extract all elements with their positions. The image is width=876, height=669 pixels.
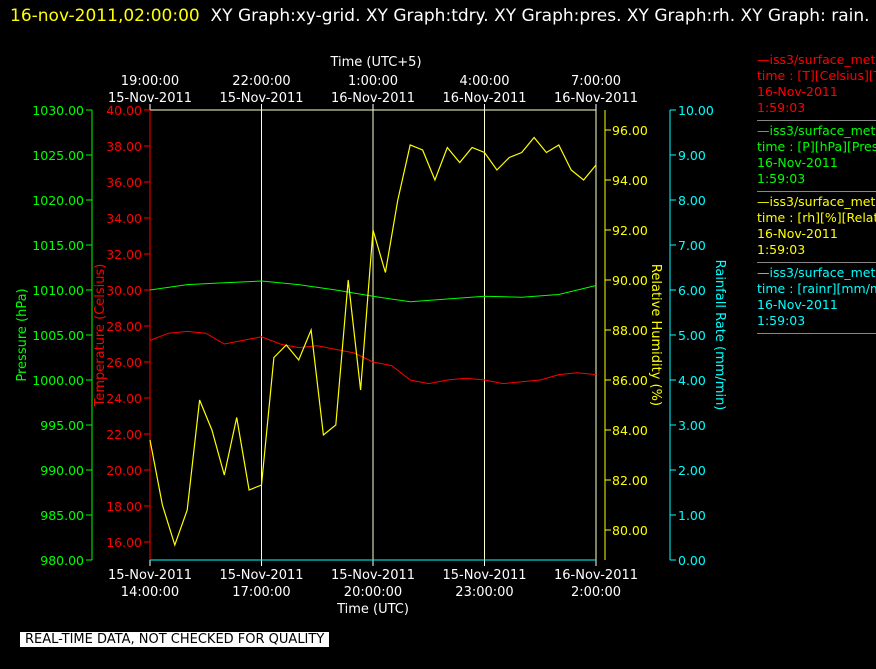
tdry-axis-tick-label: 22.00 <box>106 427 142 442</box>
x-tick-label-time: 23:00:00 <box>455 585 513 600</box>
x-axis-label: Time (UTC) <box>336 602 409 617</box>
legend-text: 1:59:03 <box>757 313 806 328</box>
tdry-axis-tick-label: 30.00 <box>106 283 142 298</box>
legend-text: —iss3/surface_met <box>757 123 876 138</box>
pres-axis-tick-label: 1005.00 <box>32 328 84 343</box>
tdry-axis-tick-label: 20.00 <box>106 463 142 478</box>
tdry-axis-tick-label: 24.00 <box>106 391 142 406</box>
tdry-axis-title: Temperature (Celsius) <box>93 264 108 408</box>
pres-axis-tick-label: 1010.00 <box>32 283 84 298</box>
rh-axis-tick-label: 92.00 <box>612 223 648 238</box>
x-tick-label-date: 15-Nov-2011 <box>331 568 415 583</box>
rh-axis-tick-label: 94.00 <box>612 173 648 188</box>
tdry-axis-tick-label: 38.00 <box>106 139 142 154</box>
legend-text: —iss3/surface_met <box>757 52 876 67</box>
tdry-axis-tick-label: 18.00 <box>106 499 142 514</box>
rh-axis-tick-label: 80.00 <box>612 523 648 538</box>
pres-axis-tick-label: 985.00 <box>40 508 84 523</box>
rh-axis-title: Relative Humidity (%) <box>648 264 663 406</box>
x-tick-label-time: 20:00:00 <box>344 585 402 600</box>
x-tick-label-time: 17:00:00 <box>232 585 290 600</box>
tdry-axis-tick-label: 28.00 <box>106 319 142 334</box>
x-top-tick-label-time: 7:00:00 <box>571 74 621 89</box>
rain-axis-tick-label: 8.00 <box>678 193 706 208</box>
rh-axis-tick-label: 86.00 <box>612 373 648 388</box>
rain-axis-title: Rainfall Rate (mm/min) <box>712 260 727 411</box>
rain-axis-tick-label: 1.00 <box>678 508 706 523</box>
pres-axis-tick-label: 980.00 <box>40 553 84 568</box>
x-tick-label-date: 15-Nov-2011 <box>442 568 526 583</box>
header: 16-nov-2011,02:00:00 XY Graph:xy-grid. X… <box>10 2 870 30</box>
tdry-axis-tick-label: 16.00 <box>106 535 142 550</box>
legend-text: 1:59:03 <box>757 100 806 115</box>
rh-axis-tick-label: 96.00 <box>612 123 648 138</box>
pres-axis-tick-label: 1025.00 <box>32 148 84 163</box>
rain-axis-tick-label: 9.00 <box>678 148 706 163</box>
tdry-axis-tick-label: 32.00 <box>106 247 142 262</box>
x-tick-label-time: 2:00:00 <box>571 585 621 600</box>
rh-axis-tick-label: 84.00 <box>612 423 648 438</box>
x-tick-label-time: 14:00:00 <box>121 585 179 600</box>
x-tick-label-date: 15-Nov-2011 <box>108 568 192 583</box>
pres-axis-tick-label: 1015.00 <box>32 238 84 253</box>
x-top-tick-label-date: 16-Nov-2011 <box>554 91 638 106</box>
tdry-axis-tick-label: 40.00 <box>106 103 142 118</box>
series-line-pres <box>149 280 597 303</box>
tdry-axis-tick-label: 36.00 <box>106 175 142 190</box>
legend-text: time : [rainr][mm/min] <box>757 281 876 296</box>
legend-text: 16-Nov-2011 <box>757 226 838 241</box>
rain-axis-tick-label: 0.00 <box>678 553 706 568</box>
legend-text: 16-Nov-2011 <box>757 155 838 170</box>
legend-text: 1:59:03 <box>757 242 806 257</box>
header-titles: XY Graph:xy-grid. XY Graph:tdry. XY Grap… <box>210 6 870 26</box>
pres-axis-tick-label: 1000.00 <box>32 373 84 388</box>
rain-axis-tick-label: 6.00 <box>678 283 706 298</box>
x-top-axis-label: Time (UTC+5) <box>329 55 421 70</box>
pres-axis-title: Pressure (hPa) <box>15 288 30 381</box>
x-top-tick-label-date: 15-Nov-2011 <box>219 91 303 106</box>
rh-axis-tick-label: 90.00 <box>612 273 648 288</box>
x-top-tick-label-time: 4:00:00 <box>459 74 509 89</box>
pres-axis-tick-label: 990.00 <box>40 463 84 478</box>
rain-axis-tick-label: 4.00 <box>678 373 706 388</box>
quality-note: REAL-TIME DATA, NOT CHECKED FOR QUALITY <box>20 632 330 647</box>
legend-text: 16-Nov-2011 <box>757 297 838 312</box>
rain-axis-tick-label: 5.00 <box>678 328 706 343</box>
legend-text: time : [T][Celsius][Tdry] <box>757 68 876 83</box>
rh-axis-tick-label: 82.00 <box>612 473 648 488</box>
x-top-tick-label-time: 1:00:00 <box>348 74 398 89</box>
legend-text: 1:59:03 <box>757 171 806 186</box>
x-top-tick-label-date: 16-Nov-2011 <box>442 91 526 106</box>
rain-axis-tick-label: 3.00 <box>678 418 706 433</box>
series-line-tdry <box>149 330 597 385</box>
pres-axis-tick-label: 1020.00 <box>32 193 84 208</box>
pres-axis-tick-label: 995.00 <box>40 418 84 433</box>
pres-axis-tick-label: 1030.00 <box>32 103 84 118</box>
rain-axis-tick-label: 10.00 <box>678 103 714 118</box>
x-top-tick-label-time: 22:00:00 <box>232 74 290 89</box>
x-top-tick-label-time: 19:00:00 <box>121 74 179 89</box>
x-top-tick-label-date: 16-Nov-2011 <box>331 91 415 106</box>
legend-text: —iss3/surface_met <box>757 265 876 280</box>
series-line-rh <box>149 136 597 547</box>
x-top-tick-label-date: 15-Nov-2011 <box>108 91 192 106</box>
rain-axis-tick-label: 7.00 <box>678 238 706 253</box>
x-tick-label-date: 16-Nov-2011 <box>554 568 638 583</box>
legend-text: time : [P][hPa][Pressure] <box>757 139 876 154</box>
tdry-axis-tick-label: 26.00 <box>106 355 142 370</box>
legend-text: —iss3/surface_met <box>757 194 876 209</box>
rain-axis-tick-label: 2.00 <box>678 463 706 478</box>
tdry-axis-tick-label: 34.00 <box>106 211 142 226</box>
legend-text: 16-Nov-2011 <box>757 84 838 99</box>
rh-axis-tick-label: 88.00 <box>612 323 648 338</box>
legend-text: time : [rh][%][Relative Humidity] <box>757 210 876 225</box>
header-date: 16-nov-2011,02:00:00 <box>10 6 200 26</box>
x-tick-label-date: 15-Nov-2011 <box>219 568 303 583</box>
